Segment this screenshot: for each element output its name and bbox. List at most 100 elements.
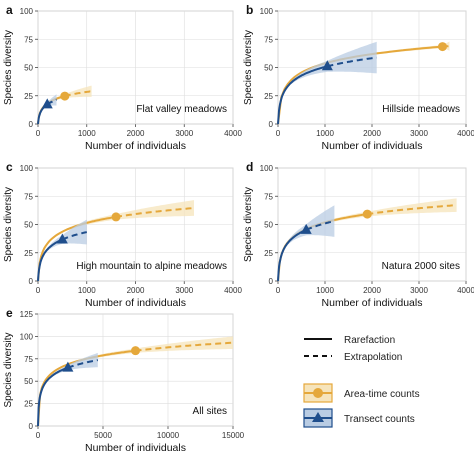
y-tick-label: 0: [29, 422, 34, 431]
x-axis-label: Number of individuals: [85, 297, 186, 309]
y-tick-label: 75: [264, 35, 273, 44]
x-tick-label: 0: [36, 431, 41, 440]
transect-observed-marker: [62, 361, 74, 372]
x-tick-label: 3000: [175, 129, 193, 138]
area-time-observed-marker: [60, 91, 70, 101]
area-time-extrapolation-line: [64, 90, 92, 98]
transect-observed-marker: [321, 60, 333, 71]
y-tick-label: 0: [269, 120, 274, 129]
x-tick-label: 3000: [410, 129, 428, 138]
y-tick-label: 50: [24, 377, 33, 386]
legend-extrapolation-label: Extrapolation: [344, 352, 402, 363]
x-tick-label: 15000: [222, 431, 245, 440]
x-tick-label: 1000: [78, 129, 96, 138]
x-tick-label: 4000: [224, 286, 242, 295]
x-tick-label: 5000: [94, 431, 112, 440]
x-tick-label: 2000: [127, 286, 145, 295]
x-tick-label: 2000: [127, 129, 145, 138]
area-time-confidence-band: [38, 85, 92, 124]
x-tick-label: 4000: [224, 129, 242, 138]
area-time-extrapolation-line: [135, 341, 234, 352]
panel-subtitle: Natura 2000 sites: [382, 261, 460, 272]
transect-observed-marker: [56, 233, 68, 244]
panel-letter: d: [246, 160, 253, 174]
y-tick-label: 25: [264, 92, 273, 101]
y-axis-label: Species diversity: [3, 332, 14, 407]
y-tick-label: 100: [20, 164, 34, 173]
panel-b: 0 1000 2000 3000 4000 0 25 50 75 100 Number of ind…: [243, 3, 474, 152]
x-tick-label: 3000: [175, 286, 193, 295]
x-axis-label: Number of individuals: [322, 297, 423, 309]
y-tick-label: 25: [24, 249, 33, 258]
transect-confidence-band: [278, 41, 377, 124]
legend-area-time-marker: [313, 388, 323, 398]
legend-rarefaction-label: Rarefaction: [344, 335, 395, 346]
y-tick-label: 125: [20, 310, 34, 319]
x-tick-label: 10000: [157, 431, 180, 440]
x-tick-label: 4000: [457, 286, 474, 295]
transect-extrapolation-line: [305, 220, 335, 231]
y-axis-label: Species diversity: [243, 30, 254, 105]
y-axis-label: Species diversity: [3, 30, 14, 105]
x-axis-label: Number of individuals: [85, 140, 186, 152]
transect-extrapolation-line: [62, 231, 87, 241]
transect-extrapolation-line: [67, 359, 98, 369]
y-axis-label: Species diversity: [243, 187, 254, 262]
y-tick-label: 0: [29, 120, 34, 129]
x-axis-label: Number of individuals: [322, 140, 423, 152]
y-tick-label: 50: [24, 64, 33, 73]
x-tick-label: 3000: [410, 286, 428, 295]
y-tick-label: 100: [260, 7, 274, 16]
x-tick-label: 1000: [78, 286, 96, 295]
transect-observed-marker: [300, 223, 312, 234]
panel-subtitle: High mountain to alpine meadows: [76, 261, 227, 272]
y-tick-label: 75: [264, 192, 273, 201]
x-tick-label: 4000: [457, 129, 474, 138]
x-tick-label: 0: [36, 286, 41, 295]
panel-letter: b: [246, 3, 253, 17]
transect-rarefaction-line: [277, 65, 328, 125]
x-tick-label: 1000: [316, 286, 334, 295]
panel-letter: c: [6, 160, 13, 174]
y-axis-label: Species diversity: [3, 187, 14, 262]
y-tick-label: 25: [24, 400, 33, 409]
y-tick-label: 25: [24, 92, 33, 101]
x-tick-label: 0: [276, 286, 281, 295]
y-tick-label: 25: [264, 249, 273, 258]
x-tick-label: 2000: [363, 286, 381, 295]
legend: Rarefaction Extrapolation Area-time coun…: [303, 335, 420, 428]
y-tick-label: 0: [29, 277, 34, 286]
y-tick-label: 0: [269, 277, 274, 286]
panel-d: 0 1000 2000 3000 4000 0 25 50 75 100 Number of ind…: [243, 160, 474, 309]
panel-subtitle: Flat valley meadows: [136, 104, 227, 115]
panel-e: 0 5000 10000 15000 0 25 50 75 100 125 Number of in…: [3, 306, 245, 454]
legend-transect-label: Transect counts: [344, 414, 415, 425]
y-tick-label: 75: [24, 355, 33, 364]
transect-rarefaction-line: [277, 228, 307, 282]
area-time-observed-marker: [111, 212, 121, 222]
y-tick-label: 75: [24, 192, 33, 201]
panel-letter: e: [6, 306, 13, 320]
area-time-extrapolation-line: [367, 204, 457, 216]
legend-area-time-label: Area-time counts: [344, 389, 420, 400]
y-tick-label: 100: [20, 7, 34, 16]
panel-subtitle: Hillside meadows: [382, 104, 460, 115]
panel-letter: a: [6, 3, 13, 17]
transect-observed-marker: [41, 98, 53, 109]
y-tick-label: 50: [264, 221, 273, 230]
x-tick-label: 1000: [316, 129, 334, 138]
x-tick-label: 0: [276, 129, 281, 138]
x-tick-label: 0: [36, 129, 41, 138]
y-tick-label: 100: [260, 164, 274, 173]
legend-transect-marker: [312, 412, 324, 422]
panel-a: 0 1000 2000 3000 4000 0 25 50 75 100 Number of ind…: [3, 3, 242, 152]
area-time-extrapolation-line: [115, 207, 195, 218]
y-tick-label: 50: [264, 64, 273, 73]
y-tick-label: 100: [20, 332, 34, 341]
y-tick-label: 75: [24, 35, 33, 44]
x-axis-label: Number of individuals: [85, 442, 186, 454]
panel-subtitle: All sites: [193, 406, 227, 417]
transect-extrapolation-line: [327, 56, 377, 68]
